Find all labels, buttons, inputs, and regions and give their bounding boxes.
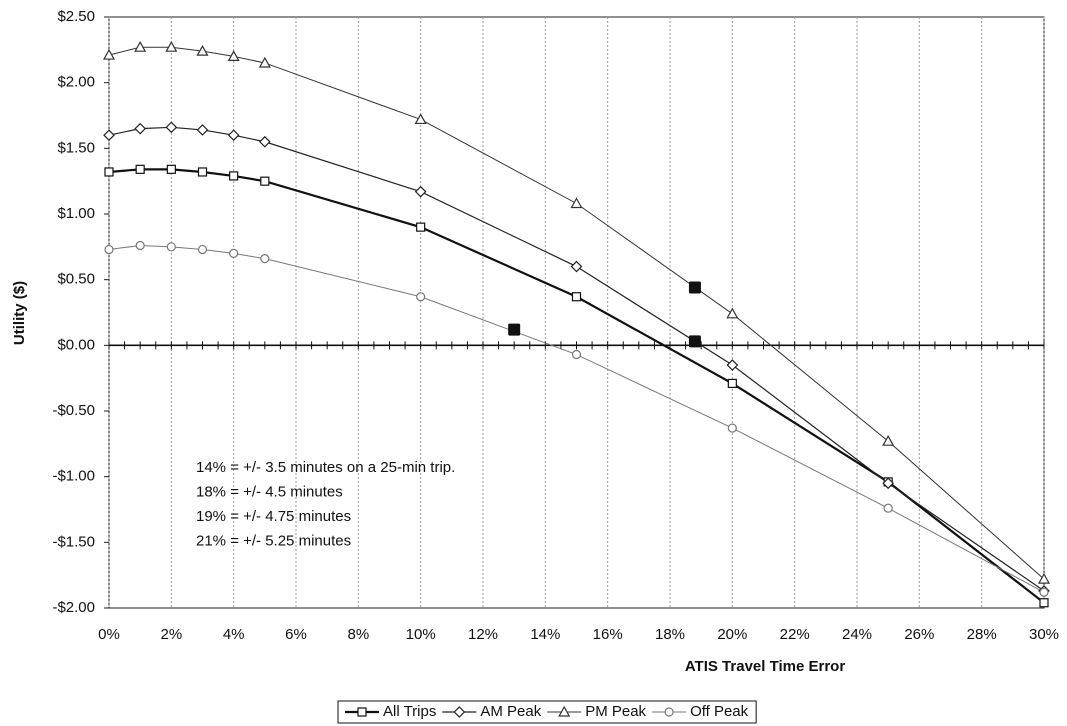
- marker: [260, 254, 270, 264]
- marker: [165, 121, 178, 134]
- marker: [227, 129, 240, 142]
- marker: [227, 50, 240, 62]
- marker: [664, 707, 674, 717]
- legend: All Trips AM Peak PM Peak Off Peak: [337, 700, 757, 724]
- marker: [197, 167, 208, 177]
- marker: [571, 349, 582, 360]
- y-tick-label: -$1.50: [52, 533, 95, 550]
- marker: [104, 167, 114, 177]
- marker: [726, 359, 739, 371]
- marker: [229, 248, 239, 258]
- annotation: 14% = +/- 3.5 minutes on a 25-min trip.: [196, 459, 455, 476]
- y-tick-label: $2.50: [57, 8, 95, 25]
- x-tick-label: 20%: [717, 626, 747, 643]
- highlight-point: [688, 281, 701, 294]
- marker: [1037, 572, 1051, 584]
- y-tick-label: $0.00: [57, 336, 95, 353]
- y-tick-label: $1.50: [57, 139, 95, 156]
- x-tick-label: 12%: [468, 626, 498, 643]
- x-axis-title: ATIS Travel Time Error: [685, 658, 846, 675]
- y-axis-title: Utility ($): [11, 281, 28, 345]
- x-tick-label: 16%: [593, 626, 623, 643]
- marker: [260, 176, 270, 186]
- marker: [229, 171, 239, 181]
- marker: [165, 40, 178, 52]
- marker: [416, 222, 426, 232]
- marker: [103, 129, 115, 142]
- highlight-point: [508, 323, 521, 336]
- marker: [197, 244, 208, 255]
- x-tick-label: 6%: [285, 626, 307, 643]
- annotation: 21% = +/- 5.25 minutes: [196, 532, 351, 549]
- y-tick-label: $1.00: [57, 205, 95, 222]
- marker: [1039, 598, 1049, 608]
- marker: [727, 378, 737, 389]
- x-tick-label: 0%: [98, 626, 120, 643]
- marker: [196, 44, 209, 56]
- marker: [102, 48, 116, 60]
- x-tick-label: 28%: [967, 626, 997, 643]
- x-tick-label: 2%: [160, 626, 182, 643]
- marker: [727, 423, 737, 433]
- legend-label: PM Peak: [585, 703, 646, 720]
- marker: [357, 707, 367, 717]
- y-tick-label: -$0.50: [52, 402, 95, 419]
- x-tick-label: 26%: [904, 626, 934, 643]
- marker: [726, 307, 739, 319]
- marker: [883, 503, 893, 513]
- y-tick-label: -$1.00: [52, 468, 95, 485]
- x-tick-label: 10%: [406, 626, 436, 643]
- marker: [196, 124, 209, 136]
- x-tick-label: 4%: [223, 626, 245, 643]
- marker: [570, 197, 583, 209]
- plot-area: [108, 16, 1045, 609]
- y-tick-label: -$2.00: [52, 599, 95, 616]
- x-tick-label: 30%: [1029, 626, 1059, 643]
- legend-box: [337, 700, 757, 724]
- legend-label: Off Peak: [690, 703, 749, 720]
- marker: [104, 244, 114, 255]
- marker: [882, 477, 895, 490]
- marker: [134, 122, 147, 135]
- marker: [558, 705, 571, 717]
- y-tick-label: $0.50: [57, 271, 95, 288]
- marker: [135, 164, 145, 174]
- legend-label: All Trips: [383, 703, 436, 720]
- marker: [570, 260, 583, 273]
- marker: [258, 56, 271, 68]
- legend-label: AM Peak: [480, 703, 541, 720]
- marker: [166, 242, 176, 252]
- marker: [414, 185, 427, 198]
- marker: [414, 113, 427, 125]
- marker: [882, 434, 895, 446]
- marker: [258, 135, 271, 148]
- annotation: 19% = +/- 4.75 minutes: [196, 508, 351, 525]
- marker: [135, 240, 145, 251]
- x-tick-label: 14%: [530, 626, 560, 643]
- marker: [571, 292, 582, 302]
- x-tick-label: 22%: [780, 626, 810, 643]
- annotation: 18% = +/- 4.5 minutes: [196, 483, 343, 500]
- x-tick-label: 8%: [347, 626, 369, 643]
- marker: [1039, 587, 1049, 597]
- marker: [166, 164, 176, 174]
- y-tick-label: $2.00: [57, 74, 95, 91]
- marker: [453, 706, 466, 718]
- x-tick-label: 18%: [655, 626, 685, 643]
- marker: [416, 292, 426, 302]
- marker: [134, 40, 147, 52]
- x-tick-label: 24%: [842, 626, 872, 643]
- highlight-point: [688, 335, 701, 348]
